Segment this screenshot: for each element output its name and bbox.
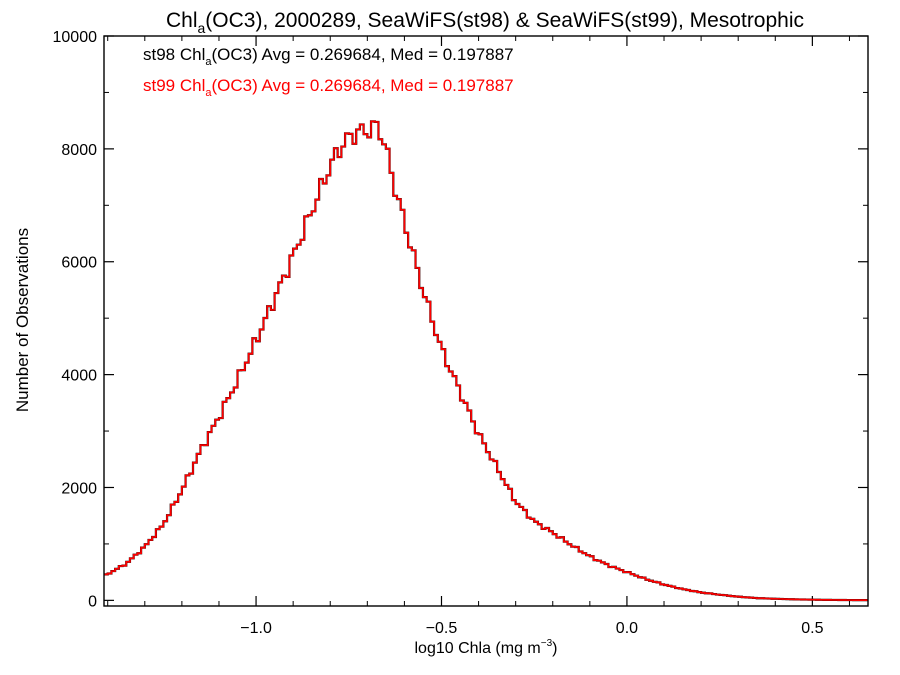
x-tick-label: −0.5 (426, 620, 458, 637)
x-axis-label: log10 Chla (mg m−3) (414, 638, 557, 657)
annotation-st98: st98 Chla(OC3) Avg = 0.269684, Med = 0.1… (143, 45, 514, 68)
y-tick-label: 8000 (61, 142, 97, 159)
x-tick-label: 0.0 (616, 620, 638, 637)
chart-title: Chla(OC3), 2000289, SeaWiFS(st98) & SeaW… (166, 9, 804, 36)
axis-ticks: −1.0 −0.5 0.0 0.5 0 2000 4000 6000 8000 10000 (53, 29, 868, 637)
x-tick-label: −1.0 (240, 620, 272, 637)
y-tick-label: 10000 (53, 29, 98, 46)
histogram-series (104, 120, 868, 602)
y-tick-label: 6000 (61, 255, 97, 272)
y-tick-label: 2000 (61, 480, 97, 497)
plot-frame (103, 35, 869, 607)
y-axis-label: Number of Observations (13, 228, 32, 412)
y-tick-label: 4000 (61, 368, 97, 385)
y-tick-label: 0 (88, 593, 97, 610)
x-tick-label: 0.5 (801, 620, 823, 637)
annotation-st99: st99 Chla(OC3) Avg = 0.269684, Med = 0.1… (143, 76, 514, 99)
series-st99-line (104, 120, 868, 601)
